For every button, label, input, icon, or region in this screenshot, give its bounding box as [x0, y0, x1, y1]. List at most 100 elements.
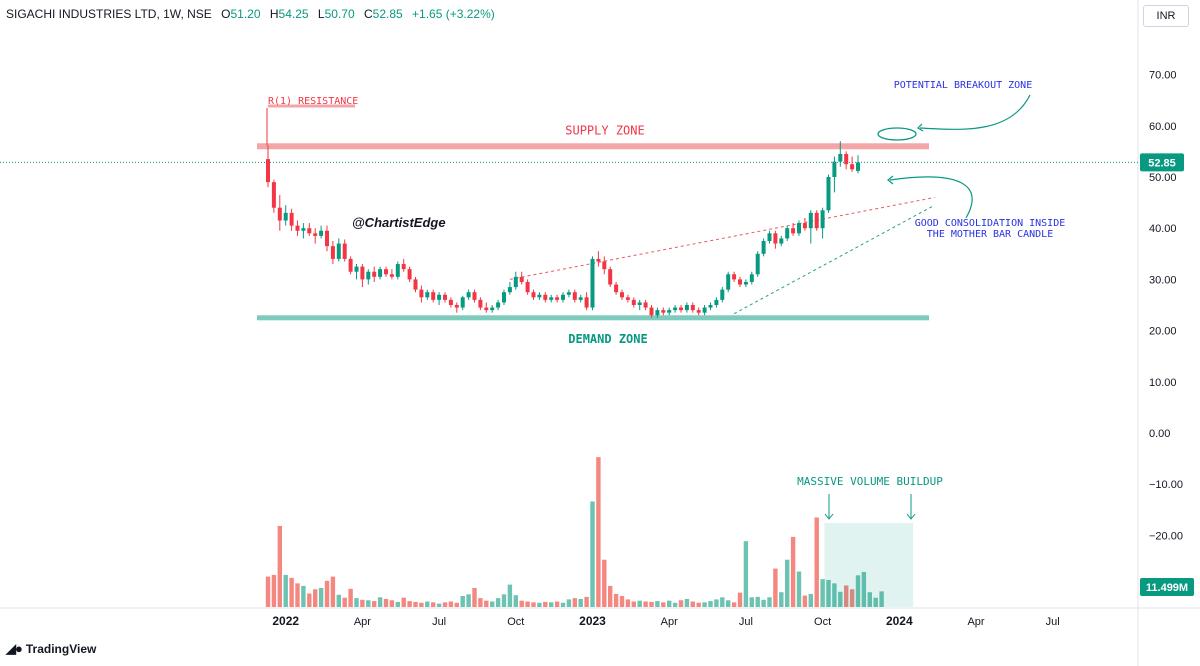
candle-body [667, 310, 672, 313]
volume-bar [478, 598, 483, 607]
open-label: O [221, 7, 231, 21]
volume-bar [855, 575, 861, 607]
time-tick-label: Apr [661, 616, 678, 628]
volume-bars [265, 457, 884, 607]
price-tick-label: 10.00 [1149, 377, 1177, 389]
volume-arrowhead-right [906, 513, 916, 520]
volume-bar [714, 599, 719, 607]
volume-bar [289, 577, 294, 607]
candle-body [614, 284, 619, 293]
zones-layer [0, 143, 1138, 321]
volume-bar [867, 592, 872, 607]
candle-body [661, 310, 666, 313]
resistance-label: R(1) RESISTANCE [268, 96, 358, 107]
candle-body [307, 228, 312, 234]
candle-body [690, 305, 695, 311]
candle-body [496, 302, 501, 308]
candle-body [679, 307, 683, 311]
time-tick-label: Apr [354, 616, 371, 628]
breakout-ellipse [877, 127, 917, 141]
volume-bar [731, 602, 737, 607]
candle-body [301, 228, 306, 231]
volume-bar [301, 585, 306, 607]
candle-body [637, 302, 642, 305]
candle-body [319, 230, 324, 236]
volume-bar [549, 602, 554, 607]
candle-body [490, 307, 495, 311]
volume-bar [442, 602, 448, 607]
candle-body [543, 294, 548, 300]
candle-body [325, 230, 329, 247]
volume-bar [554, 601, 560, 607]
symbol-title: SIGACHI INDUSTRIES LTD, 1W, NSE [6, 7, 212, 21]
volume-bar [838, 591, 843, 607]
brand-label: TradingView [25, 642, 97, 656]
time-tick-label: Jul [1046, 616, 1060, 628]
candle-body [767, 233, 772, 241]
tradingview-brand[interactable]: ◢● TradingView [6, 641, 96, 657]
price-tick-label: 30.00 [1149, 274, 1177, 286]
volume-bar [720, 597, 725, 607]
candle-body [413, 279, 418, 290]
volume-bar [277, 525, 282, 607]
price-axis[interactable]: 70.00 60.00 50.00 40.00 30.00 20.00 10.00 0.00 −… [1140, 70, 1194, 596]
high-label: H [269, 7, 279, 21]
volume-buildup-label: MASSIVE VOLUME BUILDUP [797, 475, 943, 488]
volume-bar [690, 601, 695, 607]
volume-bar [743, 541, 749, 607]
volume-bar [637, 600, 642, 607]
candle-body [702, 307, 707, 313]
candle-body [389, 274, 394, 277]
candle-body [773, 233, 778, 244]
candle-body [425, 292, 430, 298]
volume-bar [755, 596, 760, 607]
volume-bar [372, 601, 377, 607]
low-value: 50.70 [324, 7, 355, 21]
volume-bar [336, 594, 341, 607]
volume-bar [808, 593, 813, 607]
candle-body [838, 153, 843, 162]
candle-body [684, 305, 689, 311]
candle-body [395, 264, 400, 277]
volume-bar [501, 594, 507, 607]
volume-bar [342, 597, 347, 607]
resistance-trendline [509, 196, 935, 280]
volume-bar [395, 601, 400, 607]
volume-bar [672, 602, 678, 607]
last-volume-tag: 11.499M [1146, 582, 1188, 594]
candle-body [549, 297, 554, 300]
tradingview-logo-icon: ◢● [6, 641, 23, 656]
volume-bar [814, 517, 819, 607]
price-tick-label: 70.00 [1149, 70, 1177, 82]
candle-body [620, 292, 624, 298]
candle-body [743, 281, 748, 285]
volume-bar [696, 602, 701, 607]
time-axis[interactable]: 2022 Apr Jul Oct 2023 Apr Jul Oct 2024 Apr Jul [272, 614, 1059, 628]
candle-body [466, 292, 471, 298]
candle-body [791, 228, 796, 234]
volume-bar [702, 602, 707, 607]
candle-body [348, 258, 353, 272]
candles-layer [266, 141, 860, 318]
consolidation-arrow [889, 176, 973, 219]
candle-body [519, 276, 524, 282]
consolidation-label: GOOD CONSOLIDATION INSIDE [915, 218, 1066, 229]
last-price-tag-bg [1140, 153, 1184, 172]
candle-body [797, 223, 801, 234]
candle-body [431, 292, 436, 300]
price-tick-label: 0.00 [1149, 428, 1170, 440]
candle-body [342, 243, 347, 259]
candle-body [625, 297, 630, 300]
volume-bar [425, 601, 430, 607]
volume-bar [832, 583, 837, 607]
breakout-label: POTENTIAL BREAKOUT ZONE [894, 80, 1032, 91]
candle-body [590, 258, 595, 308]
price-tick-label: 60.00 [1149, 121, 1177, 133]
volume-bar [271, 574, 277, 607]
volume-bar [431, 602, 436, 607]
volume-highlight-box [824, 523, 914, 607]
volume-bar [330, 576, 336, 607]
candle-body [507, 287, 512, 293]
currency-button[interactable]: INR [1143, 5, 1189, 27]
